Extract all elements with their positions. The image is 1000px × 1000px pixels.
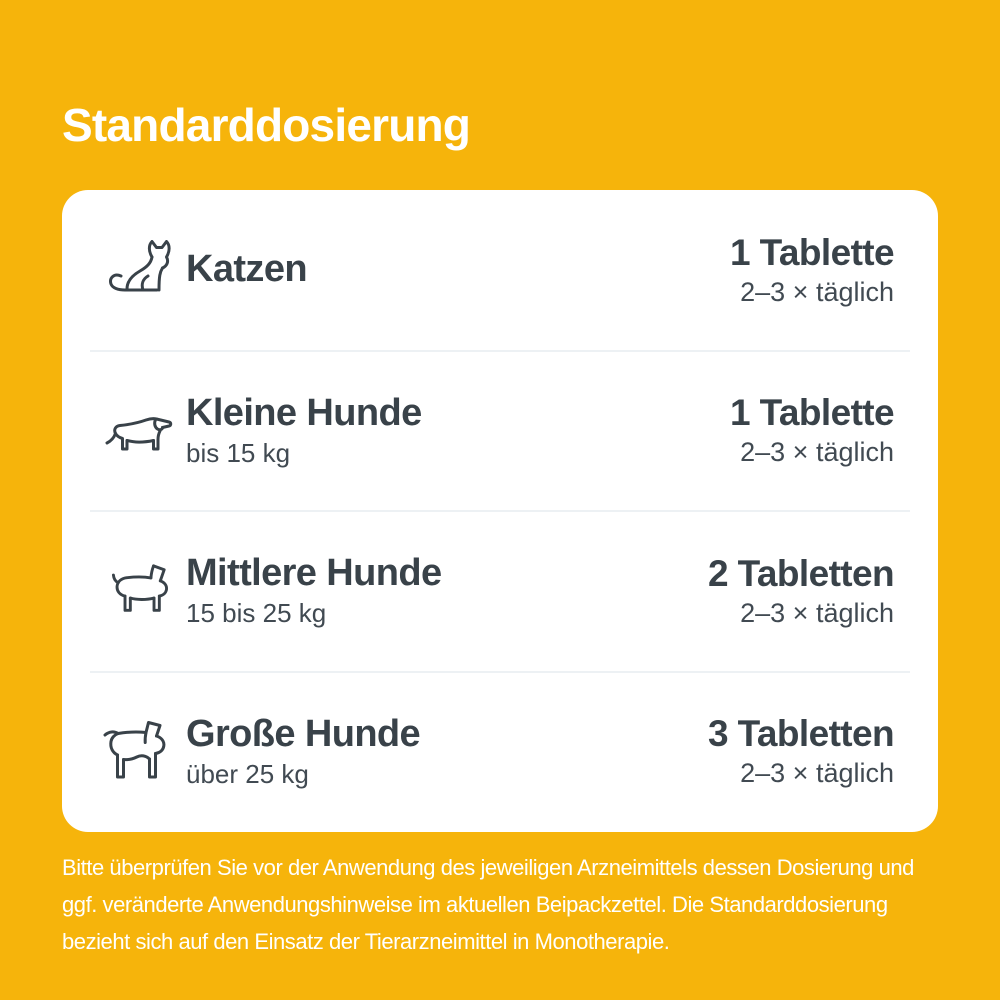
dose-frequency: 2–3 × täglich (740, 276, 894, 307)
animal-label: Große Hunde (186, 712, 421, 755)
animal-labels: Kleine Hunde bis 15 kg (184, 391, 730, 469)
page-title: Standarddosierung (62, 99, 471, 151)
animal-weight: bis 15 kg (186, 437, 291, 468)
dose-frequency: 2–3 × täglich (740, 758, 894, 789)
small-dog-icon (96, 407, 184, 455)
dose-column: 3 Tabletten 2–3 × täglich (708, 713, 895, 789)
cat-icon (96, 240, 184, 300)
dose-column: 2 Tabletten 2–3 × täglich (708, 552, 895, 629)
animal-labels: Katzen (184, 249, 730, 291)
dose-column: 1 Tablette 2–3 × täglich (730, 392, 895, 468)
dose-amount: 1 Tablette (730, 392, 895, 434)
animal-labels: Große Hunde über 25 kg (184, 712, 708, 790)
dose-amount: 2 Tabletten (708, 552, 895, 594)
dosage-card: Katzen 1 Tablette 2–3 × täglich Kleine H… (62, 190, 938, 832)
disclaimer-text: Bitte überprüfen Sie vor der Anwendung d… (62, 855, 914, 954)
animal-labels: Mittlere Hunde 15 bis 25 kg (184, 553, 708, 629)
dosage-row-large-dogs: Große Hunde über 25 kg 3 Tabletten 2–3 ×… (62, 670, 938, 833)
dosage-row-cats: Katzen 1 Tablette 2–3 × täglich (62, 190, 938, 351)
medium-dog-icon (96, 562, 184, 620)
animal-weight: über 25 kg (186, 758, 309, 789)
dosage-row-medium-dogs: Mittlere Hunde 15 bis 25 kg 2 Tabletten … (62, 510, 938, 672)
dose-frequency: 2–3 × täglich (740, 597, 894, 628)
large-dog-icon (96, 719, 184, 785)
dose-frequency: 2–3 × täglich (740, 437, 894, 468)
animal-label: Kleine Hunde (186, 391, 422, 434)
dose-amount: 1 Tablette (730, 231, 895, 273)
dosage-row-small-dogs: Kleine Hunde bis 15 kg 1 Tablette 2–3 × … (62, 349, 938, 512)
animal-label: Katzen (186, 248, 308, 291)
dose-amount: 3 Tabletten (708, 713, 895, 755)
animal-label: Mittlere Hunde (186, 552, 442, 595)
animal-weight: 15 bis 25 kg (186, 598, 327, 629)
dose-column: 1 Tablette 2–3 × täglich (730, 231, 895, 308)
